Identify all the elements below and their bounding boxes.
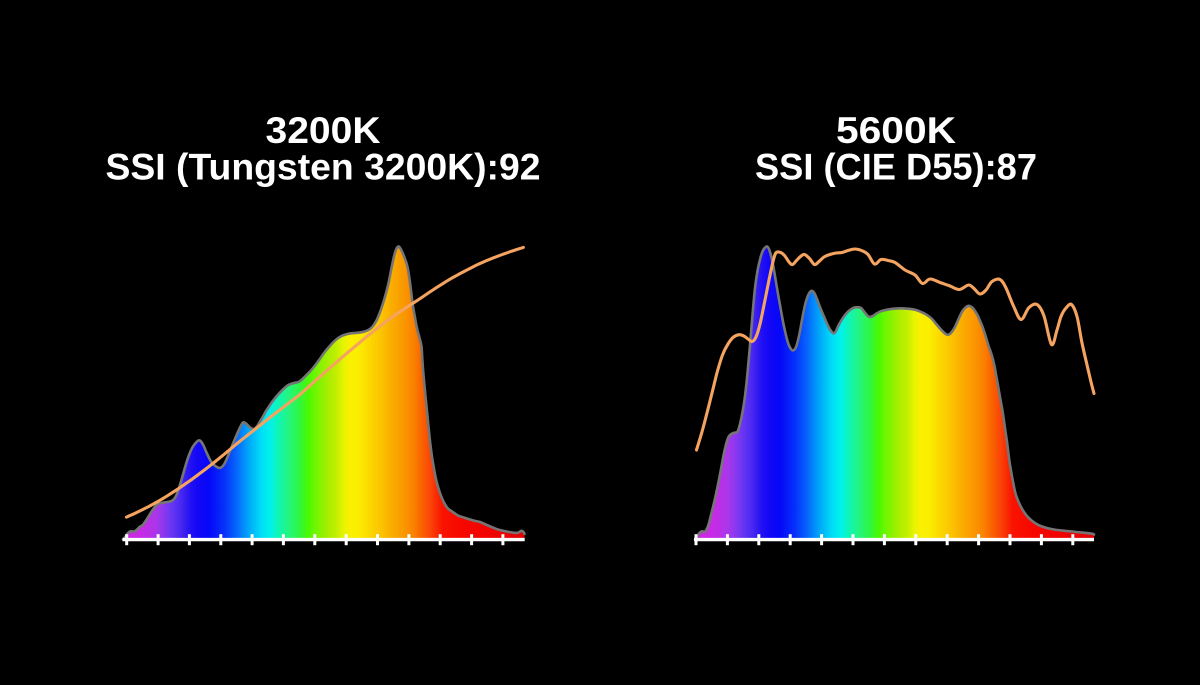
svg-text:SSI (CIE D55):87: SSI (CIE D55):87 bbox=[755, 146, 1037, 187]
svg-text:SSI (Tungsten 3200K):92: SSI (Tungsten 3200K):92 bbox=[106, 146, 541, 187]
svg-text:3200K: 3200K bbox=[266, 110, 381, 151]
svg-text:5600K: 5600K bbox=[836, 110, 956, 151]
